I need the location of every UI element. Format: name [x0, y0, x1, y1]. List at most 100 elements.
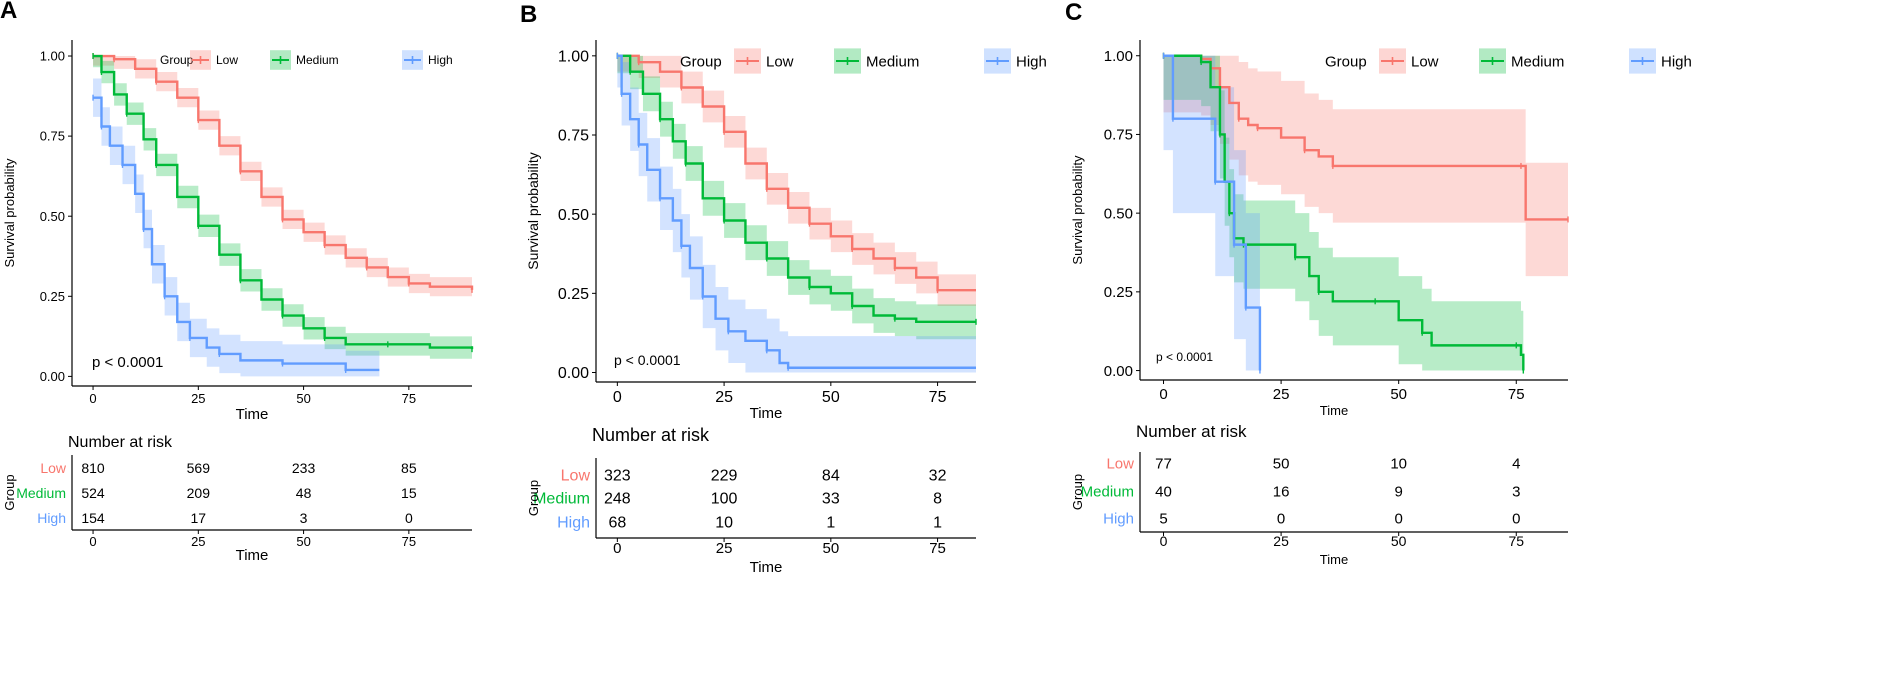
y-tick-label: 1.00	[1104, 48, 1133, 65]
risk-x-tick-label: 25	[191, 534, 205, 549]
risk-group-label-low: Low	[40, 460, 67, 476]
risk-x-tick-label: 75	[402, 534, 416, 549]
x-axis-title: Time	[1320, 403, 1348, 418]
y-tick-label: 0.25	[40, 289, 65, 304]
risk-count: 10	[715, 515, 733, 532]
x-tick-label: 0	[1159, 386, 1167, 403]
risk-count: 85	[401, 460, 417, 476]
series-line-medium	[93, 54, 474, 350]
ci-band-low	[93, 56, 472, 300]
legend-title: Group	[160, 53, 194, 67]
x-tick-label: 25	[715, 389, 733, 406]
risk-count: 10	[1390, 455, 1407, 472]
y-tick-label: 1.00	[40, 49, 65, 64]
y-tick-label: 0.75	[558, 128, 589, 145]
ci-band-medium	[617, 55, 976, 340]
risk-count: 50	[1273, 455, 1290, 472]
p-value: p < 0.0001	[92, 354, 163, 371]
risk-count: 0	[1512, 510, 1520, 527]
risk-count: 100	[711, 491, 738, 508]
legend-label-low: Low	[1411, 53, 1439, 70]
risk-count: 524	[81, 485, 105, 501]
y-tick-label: 0.00	[40, 369, 65, 384]
risk-count: 33	[822, 491, 840, 508]
panel-label: A	[0, 0, 17, 24]
risk-count: 8	[933, 491, 942, 508]
risk-count: 1	[933, 515, 942, 532]
series-line-high	[1163, 54, 1262, 371]
legend-label-low: Low	[766, 53, 794, 70]
y-tick-label: 0.25	[558, 286, 589, 303]
x-tick-label: 75	[929, 389, 947, 406]
risk-x-tick-label: 0	[613, 540, 621, 557]
risk-count: 32	[929, 468, 947, 485]
ci-band-high	[93, 78, 380, 377]
panel-c: C0.000.250.500.751.000 25 50 75TimeSurvival…	[1065, 0, 1692, 567]
risk-count: 1	[826, 515, 835, 532]
risk-group-label-high: High	[557, 515, 590, 532]
risk-count: 84	[822, 468, 840, 485]
risk-count: 3	[1512, 483, 1520, 500]
x-tick-label: 25	[1273, 386, 1290, 403]
legend-label-medium: Medium	[1511, 53, 1564, 70]
legend-label-high: High	[1661, 53, 1692, 70]
risk-table-title: Number at risk	[68, 434, 173, 451]
x-tick-label: 0	[89, 391, 96, 406]
risk-count: 77	[1155, 455, 1172, 472]
y-tick-label: 1.00	[558, 48, 589, 65]
y-axis-title: Survival probability	[525, 152, 541, 270]
y-tick-label: 0.50	[40, 209, 65, 224]
risk-y-axis-title: Group	[2, 474, 17, 510]
y-tick-label: 0.25	[1104, 284, 1133, 301]
risk-x-tick-label: 75	[1508, 533, 1524, 549]
risk-x-axis-title: Time	[236, 547, 269, 564]
risk-count: 0	[1277, 510, 1285, 527]
risk-count: 17	[191, 510, 207, 526]
risk-count: 15	[401, 485, 417, 501]
x-axis-title: Time	[750, 405, 783, 422]
y-tick-label: 0.50	[558, 207, 589, 224]
risk-table-title: Number at risk	[592, 425, 710, 445]
risk-count: 323	[604, 468, 631, 485]
x-tick-label: 50	[296, 391, 310, 406]
legend-title: Group	[1325, 53, 1367, 70]
x-tick-label: 75	[402, 391, 416, 406]
risk-count: 3	[300, 510, 308, 526]
risk-group-label-medium: Medium	[533, 491, 590, 508]
risk-count: 248	[604, 491, 631, 508]
risk-x-tick-label: 50	[1391, 533, 1407, 549]
x-axis-title: Time	[236, 406, 269, 423]
risk-count: 229	[711, 468, 738, 485]
risk-group-label-medium: Medium	[16, 485, 66, 501]
risk-count: 16	[1273, 483, 1290, 500]
panel-label: B	[520, 1, 537, 28]
x-tick-label: 0	[613, 389, 622, 406]
risk-count: 48	[296, 485, 312, 501]
legend-label-high: High	[1016, 53, 1047, 70]
ci-band-high	[1163, 55, 1260, 371]
risk-x-tick-label: 50	[822, 540, 839, 557]
risk-table-title: Number at risk	[1136, 422, 1247, 441]
ci-band-medium	[1163, 55, 1524, 371]
legend-label-medium: Medium	[296, 53, 339, 67]
risk-y-axis-title: Group	[1070, 474, 1085, 510]
risk-count: 40	[1155, 483, 1172, 500]
legend-label-high: High	[428, 53, 453, 67]
x-tick-label: 50	[1390, 386, 1407, 403]
ci-band-low	[617, 55, 976, 307]
risk-count: 810	[81, 460, 105, 476]
risk-x-tick-label: 25	[1273, 533, 1289, 549]
risk-x-tick-label: 50	[296, 534, 310, 549]
series-line-medium	[1163, 54, 1525, 371]
legend-label-low: Low	[216, 53, 238, 67]
x-tick-label: 50	[822, 389, 840, 406]
y-tick-label: 0.75	[40, 129, 65, 144]
risk-count: 0	[1395, 510, 1403, 527]
ci-band-high	[617, 55, 976, 373]
risk-count: 233	[292, 460, 316, 476]
p-value: p < 0.0001	[614, 352, 681, 368]
risk-x-tick-label: 0	[89, 534, 96, 549]
y-tick-label: 0.50	[1104, 205, 1133, 222]
risk-group-label-low: Low	[561, 468, 591, 485]
y-tick-label: 0.00	[1104, 363, 1133, 380]
